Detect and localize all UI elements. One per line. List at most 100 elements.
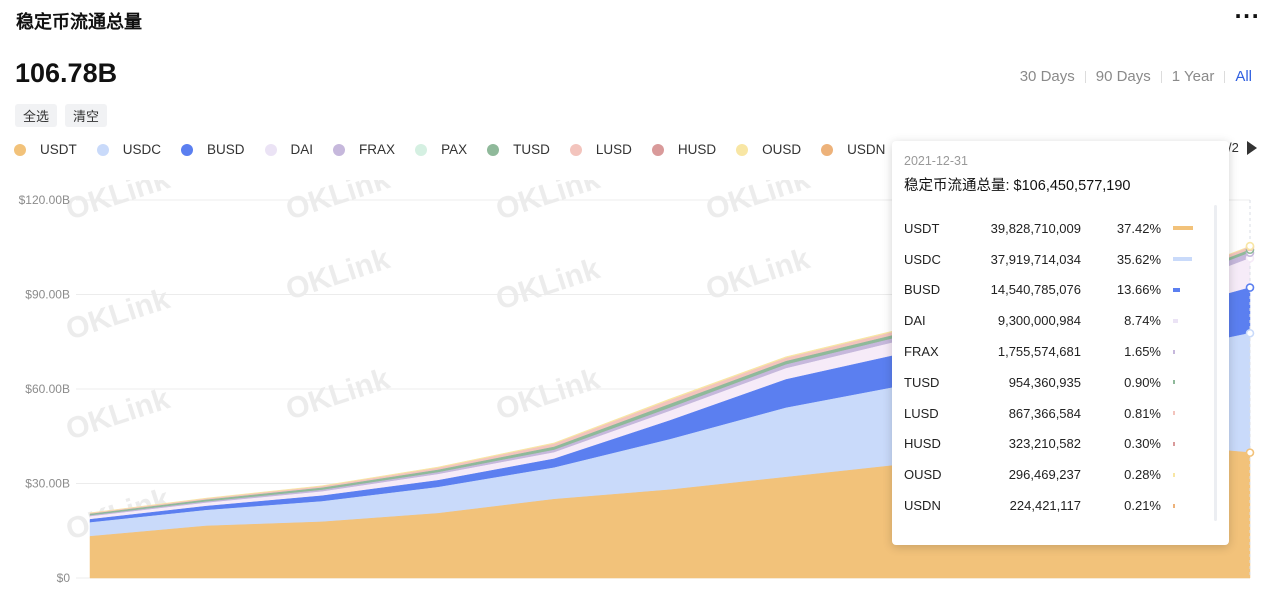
tooltip-value: 323,210,582 bbox=[1008, 436, 1081, 452]
tooltip-share-bar bbox=[1173, 380, 1175, 385]
tooltip-row-lusd: LUSD 867,366,584 0.81% bbox=[904, 398, 1214, 429]
watermark-text: OKLink bbox=[282, 362, 394, 426]
range-30-days[interactable]: 30 Days bbox=[1019, 68, 1075, 85]
range-1-year[interactable]: 1 Year bbox=[1171, 68, 1215, 85]
legend-item-dai[interactable]: DAI bbox=[264, 142, 314, 157]
more-options-icon[interactable]: ··· bbox=[1234, 4, 1260, 28]
tooltip-share-bar bbox=[1173, 318, 1178, 323]
tooltip-name: FRAX bbox=[904, 344, 939, 360]
marker-usdt bbox=[1245, 448, 1255, 457]
tooltip-name: USDN bbox=[904, 498, 941, 514]
legend-label: USDT bbox=[40, 142, 77, 157]
tooltip-pct: 0.28% bbox=[1124, 467, 1161, 483]
watermark-text: OKLink bbox=[702, 180, 814, 227]
tooltip-name: USDT bbox=[904, 220, 940, 236]
tooltip-pct: 0.90% bbox=[1124, 374, 1161, 390]
legend-item-busd[interactable]: BUSD bbox=[181, 142, 245, 157]
tooltip-headline: 稳定币流通总量: $106,450,577,190 bbox=[904, 178, 1131, 194]
tooltip-row-frax: FRAX 1,755,574,681 1.65% bbox=[904, 336, 1214, 367]
legend-next-page-icon[interactable] bbox=[1246, 140, 1257, 155]
legend-swatch bbox=[651, 143, 664, 156]
tooltip-value: 224,421,117 bbox=[1009, 498, 1081, 514]
watermark-text: OKLink bbox=[492, 252, 604, 316]
select-all-button[interactable]: 全选 bbox=[15, 104, 58, 127]
tooltip-name: DAI bbox=[904, 313, 926, 329]
y-tick-label: $0 bbox=[57, 571, 71, 585]
tooltip-row-tusd: TUSD 954,360,935 0.90% bbox=[904, 367, 1214, 398]
legend-swatch bbox=[415, 143, 428, 156]
range-90-days[interactable]: 90 Days bbox=[1095, 68, 1151, 85]
legend-item-usdc[interactable]: USDC bbox=[96, 142, 161, 157]
y-tick-label: $90.00B bbox=[25, 288, 70, 302]
tooltip-row-dai: DAI 9,300,000,984 8.74% bbox=[904, 305, 1214, 336]
tooltip-name: HUSD bbox=[904, 436, 941, 452]
tooltip-value: 954,360,935 bbox=[1008, 374, 1081, 390]
tooltip-name: LUSD bbox=[904, 405, 939, 421]
legend-label: BUSD bbox=[207, 142, 245, 157]
legend-item-ousd[interactable]: OUSD bbox=[736, 142, 801, 157]
watermark-text: OKLink bbox=[492, 180, 604, 227]
watermark-text: OKLink bbox=[62, 282, 174, 346]
tooltip-share-bar bbox=[1173, 472, 1175, 477]
tooltip-share-bar bbox=[1173, 226, 1194, 231]
legend-label: HUSD bbox=[677, 142, 717, 157]
tooltip-rows: USDT 39,828,710,009 37.42% USDC 37,919,714,0… bbox=[904, 213, 1214, 521]
legend-swatch bbox=[736, 143, 749, 156]
tooltip-row-usdc: USDC 37,919,714,034 35.62% bbox=[904, 244, 1214, 275]
clear-button[interactable]: 清空 bbox=[65, 104, 108, 127]
watermark-text: OKLink bbox=[702, 242, 814, 306]
tooltip-date: 2021-12-31 bbox=[904, 154, 968, 168]
legend-item-usdn[interactable]: USDN bbox=[821, 142, 885, 157]
legend-item-pax[interactable]: PAX bbox=[415, 142, 467, 157]
tooltip-scrollbar[interactable] bbox=[1214, 205, 1217, 521]
total-supply-value: 106.78B bbox=[15, 58, 118, 88]
time-range-selector: 30 Days 90 Days 1 Year All bbox=[1010, 68, 1252, 85]
y-tick-label: $120.00B bbox=[19, 193, 70, 207]
marker-usdc bbox=[1245, 328, 1255, 338]
tooltip-value: 867,366,584 bbox=[1008, 405, 1081, 421]
legend-item-usdt[interactable]: USDT bbox=[14, 142, 77, 157]
legend-swatch bbox=[821, 143, 834, 156]
range-divider bbox=[1084, 70, 1086, 83]
hover-tooltip: 2021-12-31 稳定币流通总量: $106,450,577,190 USD… bbox=[892, 141, 1229, 545]
legend-label: DAI bbox=[290, 142, 314, 157]
range-divider bbox=[1224, 70, 1226, 83]
legend-swatch bbox=[264, 143, 277, 156]
legend-label: PAX bbox=[441, 142, 468, 157]
range-divider bbox=[1160, 70, 1162, 83]
legend-page-indicator: /2 bbox=[1228, 140, 1239, 155]
legend-item-frax[interactable]: FRAX bbox=[333, 142, 395, 157]
tooltip-name: BUSD bbox=[904, 282, 941, 298]
watermark-text: OKLink bbox=[492, 362, 604, 426]
tooltip-share-bar bbox=[1173, 287, 1181, 292]
selection-buttons: 全选 清空 bbox=[15, 104, 108, 127]
tooltip-name: TUSD bbox=[904, 374, 940, 390]
tooltip-pct: 0.21% bbox=[1124, 498, 1161, 514]
tooltip-name: OUSD bbox=[904, 467, 942, 483]
tooltip-pct: 8.74% bbox=[1124, 313, 1161, 329]
tooltip-row-busd: BUSD 14,540,785,076 13.66% bbox=[904, 275, 1214, 306]
legend-item-husd[interactable]: HUSD bbox=[651, 142, 717, 157]
tooltip-value: 37,919,714,034 bbox=[990, 251, 1081, 267]
tooltip-pct: 35.62% bbox=[1116, 251, 1161, 267]
legend-swatch bbox=[181, 143, 194, 156]
legend-swatch bbox=[96, 143, 109, 156]
legend-swatch bbox=[487, 143, 500, 156]
tooltip-pct: 0.81% bbox=[1124, 405, 1161, 421]
legend-item-lusd[interactable]: LUSD bbox=[569, 142, 632, 157]
range-all[interactable]: All bbox=[1235, 68, 1252, 85]
legend-label: OUSD bbox=[762, 142, 802, 157]
y-tick-label: $30.00B bbox=[25, 477, 70, 491]
chart-legend: USDT USDC BUSD DAI FRAX PAX TUSD LUSD HUSD OUSD US… bbox=[14, 142, 1036, 157]
tooltip-value: 296,469,237 bbox=[1008, 467, 1081, 483]
tooltip-share-bar bbox=[1173, 257, 1193, 262]
tooltip-share-bar bbox=[1173, 349, 1175, 354]
tooltip-value: 1,755,574,681 bbox=[997, 344, 1081, 360]
tooltip-share-bar bbox=[1173, 411, 1175, 416]
y-axis-ticks: $0 $30.00B $60.00B $90.00B $120.00B bbox=[19, 193, 71, 585]
hover-markers bbox=[1245, 241, 1255, 457]
marker-busd bbox=[1245, 283, 1255, 292]
tooltip-name: USDC bbox=[904, 251, 941, 267]
legend-item-tusd[interactable]: TUSD bbox=[487, 142, 550, 157]
tooltip-row-usdt: USDT 39,828,710,009 37.42% bbox=[904, 213, 1214, 244]
